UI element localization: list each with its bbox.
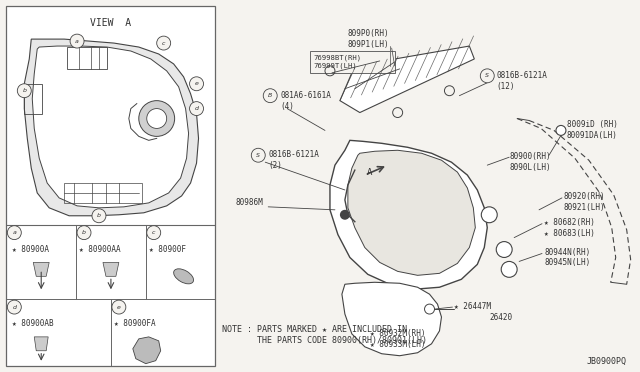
Text: S: S [485,73,489,78]
Text: 76998BT(RH): 76998BT(RH) [313,55,361,61]
Text: ★ 26447M: ★ 26447M [454,302,492,311]
Polygon shape [33,262,49,276]
Bar [310,51,395,73]
Text: ★ 80682(RH): ★ 80682(RH) [544,218,595,227]
Polygon shape [342,282,442,356]
Text: d: d [12,305,17,310]
Text: ★ 80932M(RH): ★ 80932M(RH) [370,329,426,338]
Circle shape [8,226,21,240]
Polygon shape [348,150,476,275]
Circle shape [481,207,497,223]
Circle shape [112,300,126,314]
Polygon shape [133,337,161,364]
Text: NOTE : PARTS MARKED ★ ARE INCLUDED IN: NOTE : PARTS MARKED ★ ARE INCLUDED IN [223,325,408,334]
Circle shape [17,84,31,98]
Circle shape [70,34,84,48]
Text: ★ 80900AB: ★ 80900AB [12,319,54,328]
Text: 26420: 26420 [489,313,513,322]
Polygon shape [32,46,189,208]
Text: 80945N(LH): 80945N(LH) [544,259,590,267]
Text: b: b [22,88,26,93]
Text: 0816B-6121A: 0816B-6121A [496,71,547,80]
Text: (12): (12) [496,82,515,91]
Polygon shape [340,46,474,113]
Polygon shape [35,337,48,351]
Bar [64,183,142,203]
Text: e: e [117,305,121,310]
Text: ★ 80900FA: ★ 80900FA [114,319,156,328]
Text: b: b [97,213,101,218]
Circle shape [92,209,106,223]
Text: S: S [256,153,260,158]
Circle shape [157,36,171,50]
Text: 76999T(LH): 76999T(LH) [313,63,356,70]
Circle shape [8,300,21,314]
Text: ★ 80900F: ★ 80900F [148,244,186,254]
Bar [67,47,107,69]
Text: (4): (4) [280,102,294,110]
Text: A: A [367,168,372,177]
Circle shape [556,125,566,135]
Text: 80920(RH): 80920(RH) [564,192,605,201]
Circle shape [252,148,265,162]
Text: 80944N(RH): 80944N(RH) [544,247,590,257]
Polygon shape [330,140,487,289]
Bar [24,84,42,113]
Text: ★ 80683(LH): ★ 80683(LH) [544,229,595,238]
Text: VIEW  A: VIEW A [90,18,131,28]
Text: 8090L(LH): 8090L(LH) [509,163,551,172]
Circle shape [501,262,517,277]
Text: ★ 80900A: ★ 80900A [12,244,49,254]
Circle shape [480,69,494,83]
Text: (2): (2) [268,161,282,170]
Text: a: a [12,230,16,235]
Circle shape [147,109,166,128]
Circle shape [263,89,277,103]
Text: e: e [195,81,198,86]
Circle shape [496,241,512,257]
Text: c: c [162,41,165,46]
Text: ★ 80933M(LH): ★ 80933M(LH) [370,340,426,349]
Text: 081A6-6161A: 081A6-6161A [280,91,331,100]
Circle shape [189,102,204,116]
Text: 8009iD (RH): 8009iD (RH) [567,121,618,129]
Circle shape [340,210,350,220]
Text: c: c [152,230,156,235]
Text: JB0900PQ: JB0900PQ [587,357,627,366]
Text: 80921(LH): 80921(LH) [564,203,605,212]
Text: 0816B-6121A: 0816B-6121A [268,150,319,159]
Text: b: b [82,230,86,235]
Bar [6,6,216,366]
Ellipse shape [173,269,193,284]
Circle shape [139,101,175,137]
Circle shape [424,304,435,314]
Text: 80986M: 80986M [236,198,263,207]
Circle shape [189,77,204,91]
Circle shape [147,226,161,240]
Text: B: B [268,93,273,98]
Text: 809P0(RH): 809P0(RH) [348,29,390,38]
Text: 809P1(LH): 809P1(LH) [348,40,390,49]
Text: a: a [75,39,79,44]
Circle shape [77,226,91,240]
Text: THE PARTS CODE 80900(RH)/80901(LH): THE PARTS CODE 80900(RH)/80901(LH) [223,336,428,345]
Text: ★ 80900AA: ★ 80900AA [79,244,121,254]
Polygon shape [103,262,119,276]
Text: d: d [195,106,198,111]
Text: 80091DA(LH): 80091DA(LH) [567,131,618,140]
Text: 80900(RH): 80900(RH) [509,152,551,161]
Polygon shape [24,39,198,216]
